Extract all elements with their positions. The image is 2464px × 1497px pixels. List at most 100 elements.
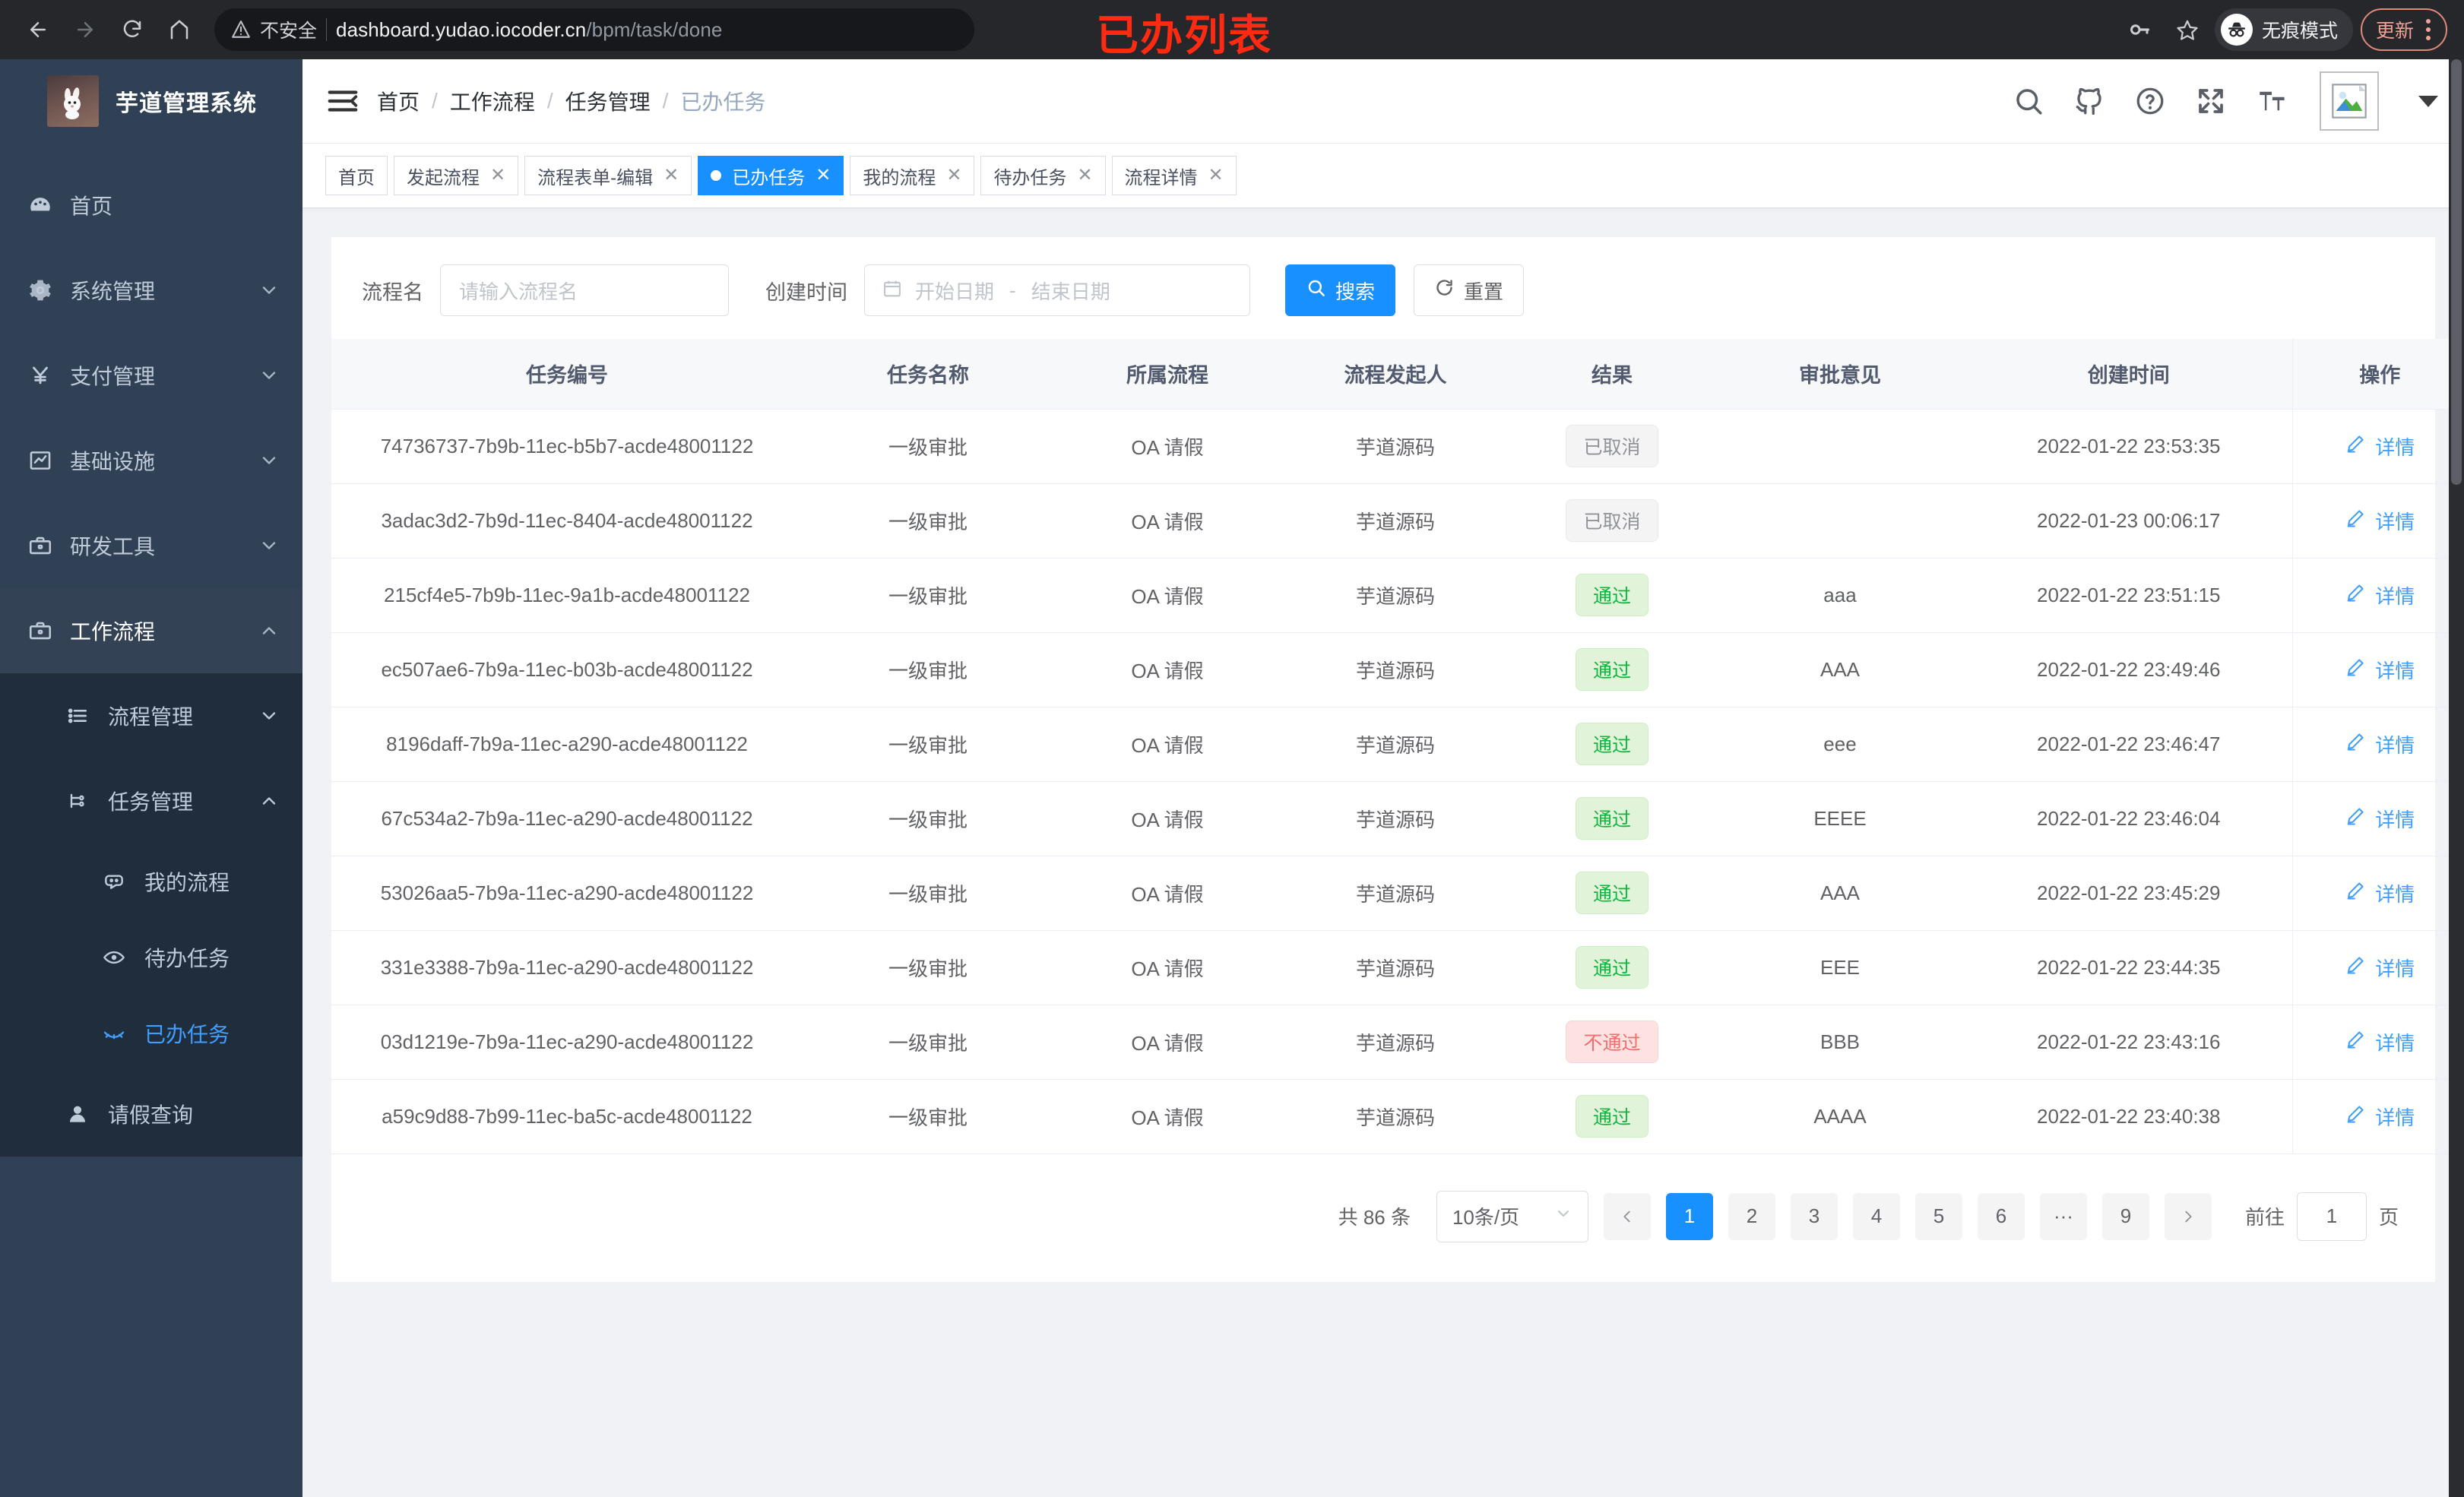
reload-button[interactable] xyxy=(111,8,154,51)
breadcrumb-item-0[interactable]: 首页 xyxy=(377,90,420,114)
tab-done-task[interactable]: 已办任务 ✕ xyxy=(698,156,844,195)
sidebar-item-process-management[interactable]: 流程管理 xyxy=(0,673,302,758)
tab-process-form-edit[interactable]: 流程表单-编辑 ✕ xyxy=(524,156,692,195)
close-icon[interactable]: ✕ xyxy=(490,165,506,185)
create-time-range-picker[interactable]: 开始日期 - 结束日期 xyxy=(864,264,1250,316)
sidebar-item-todo-task[interactable]: 待办任务 xyxy=(0,919,302,995)
sidebar-item-done-task[interactable]: 已办任务 xyxy=(0,995,302,1071)
cell-opinion xyxy=(1715,483,1965,559)
detail-button[interactable]: 详情 xyxy=(2345,805,2415,833)
navbar-actions xyxy=(2013,71,2438,131)
app-shell: 芋道管理系统 首页 系统管理 xyxy=(0,59,2464,1497)
key-icon[interactable] xyxy=(2120,10,2160,49)
cell-task-id: ec507ae6-7b9a-11ec-b03b-acde48001122 xyxy=(331,632,803,707)
tab-start-process[interactable]: 发起流程 ✕ xyxy=(394,156,519,195)
back-button[interactable] xyxy=(17,8,59,51)
detail-button[interactable]: 详情 xyxy=(2345,954,2415,982)
pagination-next[interactable] xyxy=(2164,1192,2212,1240)
scrollbar-thumb[interactable] xyxy=(2451,59,2462,485)
close-icon[interactable]: ✕ xyxy=(816,165,831,185)
fullscreen-icon[interactable] xyxy=(2195,85,2227,117)
detail-button[interactable]: 详情 xyxy=(2345,656,2415,684)
cell-process: OA 请假 xyxy=(1053,1079,1281,1154)
reset-button[interactable]: 重置 xyxy=(1414,264,1525,316)
font-size-icon[interactable] xyxy=(2256,85,2288,117)
status-badge: 通过 xyxy=(1575,723,1648,765)
col-result: 结果 xyxy=(1509,339,1715,410)
table-row: 331e3388-7b9a-11ec-a290-acde48001122 一级审批… xyxy=(331,930,2464,1005)
pagination-page-5[interactable]: 5 xyxy=(1915,1192,1962,1240)
sidebar-item-home[interactable]: 首页 xyxy=(0,163,302,248)
hamburger-icon[interactable] xyxy=(325,84,360,119)
detail-button[interactable]: 详情 xyxy=(2345,507,2415,535)
sidebar-item-devtools[interactable]: 研发工具 xyxy=(0,503,302,588)
pagination-page-2[interactable]: 2 xyxy=(1728,1192,1775,1240)
detail-button[interactable]: 详情 xyxy=(2345,879,2415,907)
close-icon[interactable]: ✕ xyxy=(664,165,679,185)
cell-opinion: AAAA xyxy=(1715,1079,1965,1154)
incognito-indicator[interactable]: 无痕模式 xyxy=(2214,8,2353,51)
user-icon xyxy=(65,1102,108,1126)
tab-my-process[interactable]: 我的流程 ✕ xyxy=(850,156,975,195)
avatar[interactable] xyxy=(2320,71,2379,131)
tab-process-detail[interactable]: 流程详情 ✕ xyxy=(1111,156,1237,195)
jump-input[interactable]: 1 xyxy=(2296,1192,2367,1241)
close-icon[interactable]: ✕ xyxy=(1077,165,1093,185)
sidebar-item-payment[interactable]: 支付管理 xyxy=(0,333,302,418)
detail-button[interactable]: 详情 xyxy=(2345,1028,2415,1056)
detail-button[interactable]: 详情 xyxy=(2345,730,2415,758)
table-row: 67c534a2-7b9a-11ec-a290-acde48001122 一级审批… xyxy=(331,781,2464,856)
forward-button[interactable] xyxy=(64,8,106,51)
address-bar[interactable]: 不安全 dashboard.yudao.iocoder.cn/bpm/task/… xyxy=(214,8,974,51)
sidebar-item-leave-query[interactable]: 请假查询 xyxy=(0,1071,302,1157)
pagination-page-9[interactable]: 9 xyxy=(2101,1192,2149,1240)
star-icon[interactable] xyxy=(2168,10,2207,49)
kebab-menu-icon[interactable] xyxy=(2420,19,2437,40)
sidebar-item-system[interactable]: 系统管理 xyxy=(0,248,302,333)
process-name-input[interactable]: 请输入流程名 xyxy=(440,264,729,316)
detail-label: 详情 xyxy=(2375,659,2415,682)
sidebar-item-workflow[interactable]: 工作流程 xyxy=(0,588,302,673)
search-icon[interactable] xyxy=(2013,85,2044,117)
close-icon[interactable]: ✕ xyxy=(946,165,962,185)
pagination-ellipsis[interactable]: ··· xyxy=(2039,1192,2087,1240)
detail-label: 详情 xyxy=(2375,510,2415,533)
pagination-page-1[interactable]: 1 xyxy=(1665,1192,1713,1240)
cell-result: 通过 xyxy=(1509,781,1715,856)
tab-label: 流程详情 xyxy=(1124,167,1198,188)
tab-todo-task[interactable]: 待办任务 ✕ xyxy=(980,156,1106,195)
detail-button[interactable]: 详情 xyxy=(2345,1103,2415,1131)
pagination-page-6[interactable]: 6 xyxy=(1977,1192,2025,1240)
github-icon[interactable] xyxy=(2073,85,2105,117)
tab-label: 发起流程 xyxy=(407,167,480,188)
cell-opinion: EEE xyxy=(1715,930,1965,1005)
detail-label: 详情 xyxy=(2375,1031,2415,1055)
sidebar-item-infrastructure[interactable]: 基础设施 xyxy=(0,418,302,503)
pagination-page-3[interactable]: 3 xyxy=(1790,1192,1838,1240)
close-icon[interactable]: ✕ xyxy=(1208,165,1224,185)
chevron-down-icon[interactable] xyxy=(2418,95,2438,107)
chevron-up-icon xyxy=(258,620,280,641)
search-button[interactable]: 搜索 xyxy=(1285,264,1396,316)
cell-result: 通过 xyxy=(1509,1079,1715,1154)
pagination-page-4[interactable]: 4 xyxy=(1852,1192,1900,1240)
pagination-prev[interactable] xyxy=(1603,1192,1651,1240)
page-scrollbar[interactable] xyxy=(2449,59,2464,1497)
sidebar-item-task-management[interactable]: 任务管理 xyxy=(0,758,302,843)
detail-button[interactable]: 详情 xyxy=(2345,432,2415,460)
cell-result: 通过 xyxy=(1509,856,1715,931)
sidebar-item-my-process[interactable]: 我的流程 xyxy=(0,843,302,919)
breadcrumb-item-1[interactable]: 工作流程 xyxy=(449,90,535,114)
breadcrumb-item-2[interactable]: 任务管理 xyxy=(565,90,651,114)
cell-opinion: BBB xyxy=(1715,1005,1965,1080)
brand[interactable]: 芋道管理系统 xyxy=(0,59,302,143)
page-size-select[interactable]: 10条/页 xyxy=(1436,1190,1588,1242)
done-task-table: 任务编号 任务名称 所属流程 流程发起人 结果 审批意见 创建时间 操作 747… xyxy=(331,339,2464,1154)
tab-home[interactable]: 首页 xyxy=(325,156,388,195)
chevron-down-icon xyxy=(258,450,280,471)
detail-button[interactable]: 详情 xyxy=(2345,581,2415,609)
home-button[interactable] xyxy=(158,8,201,51)
help-icon[interactable] xyxy=(2134,85,2166,117)
update-button[interactable]: 更新 xyxy=(2360,8,2447,51)
page-size-value: 10条/页 xyxy=(1452,1206,1520,1229)
